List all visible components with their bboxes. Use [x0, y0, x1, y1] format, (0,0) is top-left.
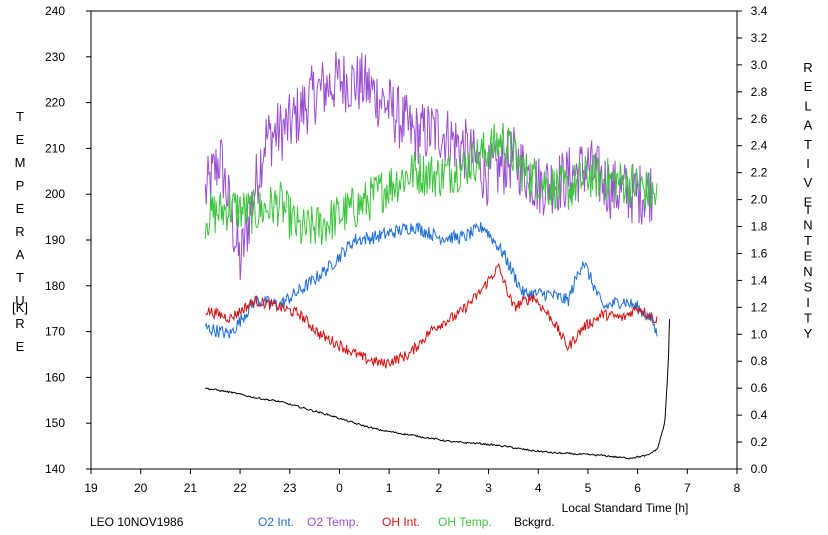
- right-tick-label: 3.2: [751, 31, 768, 45]
- right-tick-label: 0.2: [751, 435, 768, 449]
- right-axis-letter: I: [806, 202, 810, 217]
- left-axis-letter: R: [15, 316, 24, 331]
- right-tick-label: 2.8: [751, 85, 768, 99]
- legend-entry: OH Int.: [382, 515, 420, 529]
- right-tick-label: 1.4: [751, 273, 768, 287]
- legend-entry: O2 Int.: [258, 515, 294, 529]
- x-tick-label: 8: [734, 481, 741, 495]
- right-tick-label: 1.6: [751, 246, 768, 260]
- left-tick-label: 160: [45, 370, 65, 384]
- right-axis-letter: I: [806, 295, 810, 310]
- left-tick-label: 200: [45, 187, 65, 201]
- right-tick-label: 1.8: [751, 220, 768, 234]
- right-tick-label: 1.0: [751, 327, 768, 341]
- left-axis-letter: M: [15, 155, 26, 170]
- left-axis-letter: E: [16, 339, 25, 354]
- right-tick-label: 2.4: [751, 139, 768, 153]
- right-tick-label: 2.6: [751, 112, 768, 126]
- x-tick-label: 20: [134, 481, 148, 495]
- x-tick-label: 4: [535, 481, 542, 495]
- legend-entry: O2 Temp.: [307, 515, 359, 529]
- left-axis-letter: T: [16, 270, 24, 285]
- series-line-bckgrd: [204, 319, 670, 460]
- right-tick-label: 0.0: [751, 462, 768, 476]
- footer-label: LEO 10NOV1986: [90, 515, 184, 529]
- left-tick-label: 180: [45, 279, 65, 293]
- left-tick-label: 140: [45, 462, 65, 476]
- right-axis-letter: A: [804, 118, 813, 133]
- legend-entry: Bckgrd.: [514, 515, 555, 529]
- right-axis-letter: R: [803, 60, 812, 75]
- left-tick-label: 230: [45, 50, 65, 64]
- x-tick-label: 2: [436, 481, 443, 495]
- legend-entry: OH Temp.: [438, 515, 492, 529]
- right-axis-letter: E: [804, 249, 813, 264]
- right-axis-letter: E: [804, 194, 813, 209]
- axes-group: 19 20 21 22 23 0 1 2 3 4 5 6 7 8140150160170180190200…: [45, 4, 768, 495]
- series-line-oh-temp: [204, 123, 658, 246]
- right-tick-label: 0.6: [751, 381, 768, 395]
- left-axis-letter: T: [16, 109, 24, 124]
- right-tick-label: 1.2: [751, 300, 768, 314]
- right-axis-letter: T: [804, 233, 812, 248]
- series-line-o2-int: [204, 221, 658, 339]
- right-axis-letter: N: [803, 218, 812, 233]
- right-axis-letter: N: [803, 264, 812, 279]
- plot-frame: [90, 10, 738, 470]
- left-tick-label: 170: [45, 325, 65, 339]
- right-tick-label: 0.8: [751, 354, 768, 368]
- series-line-o2-temp: [204, 51, 653, 281]
- x-tick-label: 5: [585, 481, 592, 495]
- x-tick-label: 23: [283, 481, 297, 495]
- series-group: [204, 51, 670, 460]
- left-tick-label: 190: [45, 233, 65, 247]
- x-tick-label: 7: [684, 481, 691, 495]
- left-tick-label: 150: [45, 416, 65, 430]
- right-tick-label: 3.4: [751, 4, 768, 18]
- x-tick-label: 21: [184, 481, 198, 495]
- left-axis-letter: A: [16, 247, 25, 262]
- x-tick-label: 22: [233, 481, 247, 495]
- x-tick-label: 6: [634, 481, 641, 495]
- x-tick-label: 1: [386, 481, 393, 495]
- right-axis-letter: T: [804, 137, 812, 152]
- right-axis-letter: L: [804, 98, 811, 113]
- right-axis-letter: V: [804, 175, 813, 190]
- left-tick-label: 240: [45, 4, 65, 18]
- left-tick-label: 220: [45, 96, 65, 110]
- left-axis-unit: [K]: [12, 300, 28, 315]
- right-axis-letter: I: [806, 156, 810, 171]
- left-axis-letter: P: [16, 178, 25, 193]
- right-tick-label: 3.0: [751, 58, 768, 72]
- x-axis-label: Local Standard Time [h]: [562, 501, 689, 515]
- x-tick-label: 0: [336, 481, 343, 495]
- right-tick-label: 2.2: [751, 166, 768, 180]
- right-axis-letter: E: [804, 79, 813, 94]
- x-tick-label: 19: [84, 481, 98, 495]
- right-axis-letter: Y: [804, 326, 813, 341]
- right-tick-label: 0.4: [751, 408, 768, 422]
- left-axis-letter: E: [16, 132, 25, 147]
- legend: O2 Int. O2 Temp. OH Int. OH Temp. Bckgrd.: [258, 515, 555, 529]
- right-axis-letter: S: [804, 280, 813, 295]
- left-tick-label: 210: [45, 141, 65, 155]
- right-axis-letter: T: [804, 311, 812, 326]
- left-axis-letter: E: [16, 201, 25, 216]
- x-tick-label: 3: [485, 481, 492, 495]
- right-tick-label: 2.0: [751, 193, 768, 207]
- labels-group: Local Standard Time [h] LEO 10NOV1986 [K…: [12, 60, 813, 529]
- left-axis-letter: R: [15, 224, 24, 239]
- series-line-oh-int: [205, 262, 658, 369]
- left-axis-letter: U: [15, 293, 24, 308]
